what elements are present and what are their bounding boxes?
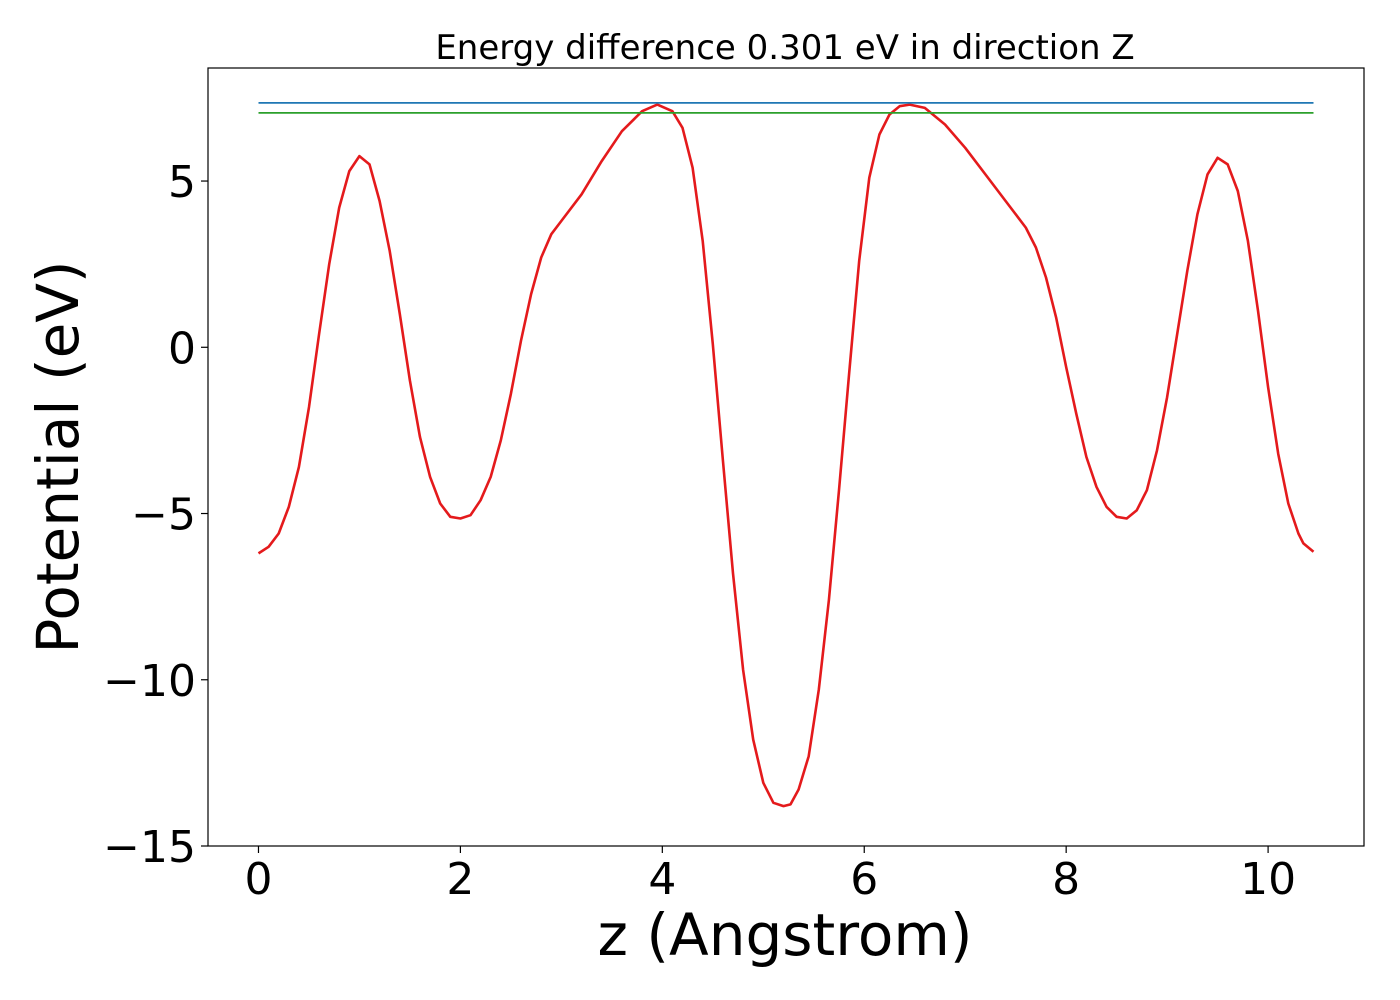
y-tick-label: −10 bbox=[103, 656, 196, 707]
x-tick-label: 2 bbox=[446, 854, 474, 905]
y-axis-label: Potential (eV) bbox=[24, 260, 92, 653]
y-tick-label: −5 bbox=[131, 490, 196, 541]
series-line-0 bbox=[257, 103, 1315, 808]
x-axis-ticks: 0 2 4 6 8 10 bbox=[244, 846, 1296, 905]
y-tick-label: 5 bbox=[168, 157, 196, 208]
y-axis-ticks: 5 0 −5 −10 −15 bbox=[103, 157, 208, 873]
chart-title: Energy difference 0.301 eV in direction … bbox=[435, 28, 1134, 68]
series-layer bbox=[257, 102, 1315, 808]
x-tick-label: 0 bbox=[244, 854, 272, 905]
x-tick-label: 10 bbox=[1240, 854, 1296, 905]
y-tick-label: 0 bbox=[168, 323, 196, 374]
y-tick-label: −15 bbox=[103, 822, 196, 873]
x-tick-label: 4 bbox=[648, 854, 676, 905]
x-tick-label: 8 bbox=[1052, 854, 1080, 905]
x-axis-label: z (Angstrom) bbox=[598, 901, 973, 969]
x-tick-label: 6 bbox=[850, 854, 878, 905]
plot-frame bbox=[207, 67, 1365, 847]
